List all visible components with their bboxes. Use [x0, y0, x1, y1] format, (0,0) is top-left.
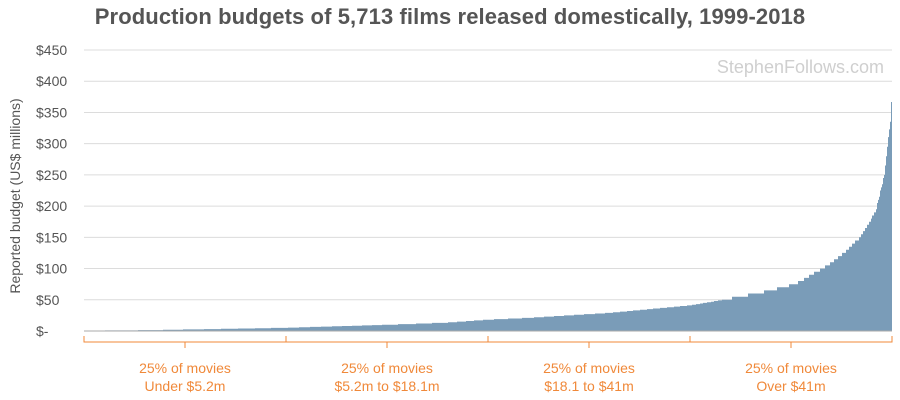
- y-tick-label-300: $300: [36, 136, 67, 152]
- y-tick-label-150: $150: [36, 229, 67, 245]
- quartile-label-line2: Over $41m: [756, 378, 825, 394]
- y-tick-label-200: $200: [36, 198, 67, 214]
- quartile-label-line2: Under $5.2m: [145, 378, 226, 394]
- y-tick-label-400: $400: [36, 73, 67, 89]
- y-tick-label-250: $250: [36, 167, 67, 183]
- quartile-bracket-1: 25% of movies Under $5.2m: [83, 336, 287, 394]
- y-axis: $- $50 $100 $150 $200 $250 $300 $350 $400 $450: [36, 42, 892, 339]
- quartile-label-line1: 25% of movies: [341, 360, 433, 376]
- y-tick-label-0: $-: [36, 323, 49, 339]
- y-axis-title: Reported budget (US$ millions): [7, 98, 23, 293]
- bracket-line: [285, 336, 489, 348]
- y-tick-label-50: $50: [36, 292, 60, 308]
- y-tick-label-450: $450: [36, 42, 67, 58]
- area-series: [84, 75, 892, 331]
- quartile-label-line1: 25% of movies: [745, 360, 837, 376]
- quartile-brackets: 25% of movies Under $5.2m 25% of movies $5.…: [83, 336, 893, 394]
- budget-area: [84, 75, 892, 331]
- bracket-line: [83, 336, 287, 348]
- quartile-bracket-3: 25% of movies $18.1 to $41m: [487, 336, 691, 394]
- quartile-label-line1: 25% of movies: [543, 360, 635, 376]
- chart-title: Production budgets of 5,713 films releas…: [94, 4, 806, 29]
- gridlines: [84, 49, 892, 301]
- bracket-line: [689, 336, 893, 348]
- quartile-label-line1: 25% of movies: [139, 360, 231, 376]
- quartile-bracket-4: 25% of movies Over $41m: [689, 336, 893, 394]
- quartile-label-line2: $18.1 to $41m: [544, 378, 634, 394]
- quartile-bracket-2: 25% of movies $5.2m to $18.1m: [285, 336, 489, 394]
- y-tick-label-100: $100: [36, 261, 67, 277]
- quartile-label-line2: $5.2m to $18.1m: [334, 378, 439, 394]
- y-tick-label-350: $350: [36, 104, 67, 120]
- bracket-line: [487, 336, 691, 348]
- watermark: StephenFollows.com: [717, 57, 884, 77]
